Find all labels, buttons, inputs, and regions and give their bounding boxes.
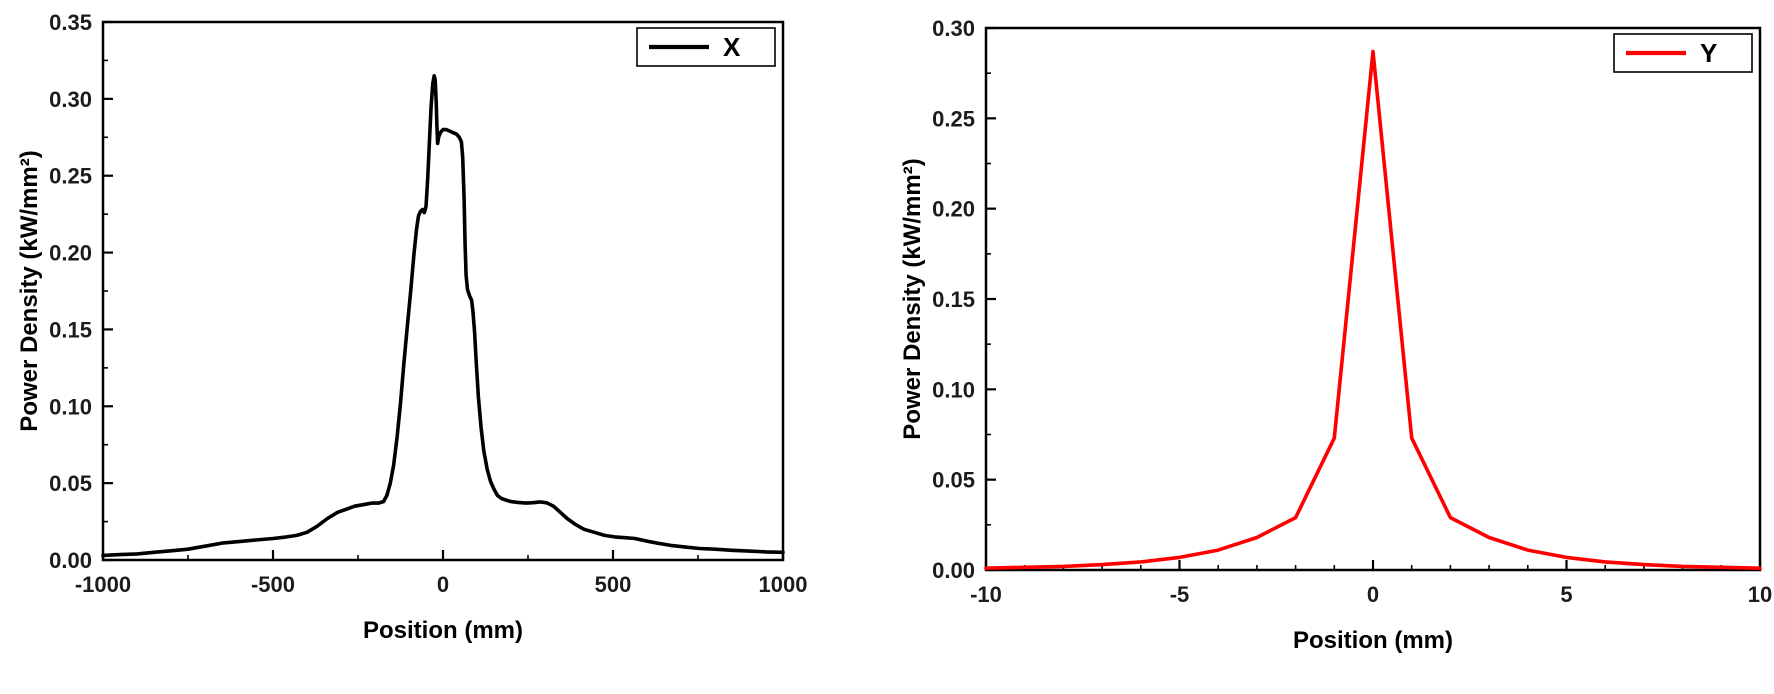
series-line-x	[101, 74, 785, 558]
y-tick-label: 0.10	[49, 394, 92, 419]
x-tick-label: 1000	[759, 572, 808, 597]
chart: -10 -5 0 5 10 0.00 0.05 0.10 0.15 0.20 0.25 0.30 Pos…	[874, 8, 1774, 685]
y-tick-label: 0.00	[49, 548, 92, 573]
legend-label: Y	[1700, 38, 1717, 68]
y-tick-label: 0.05	[932, 468, 975, 493]
x-tick-label: 10	[1748, 582, 1772, 607]
chart-y-svg: -10 -5 0 5 10 0.00 0.05 0.10 0.15 0.20 0.25 0.30 Pos…	[899, 16, 1772, 654]
x-tick-label: -10	[970, 582, 1002, 607]
y-axis-title: Power Density (kW/mm²)	[899, 158, 926, 439]
chart-x-svg: -1000 -500 0 500 1000 0.00 0.05 0.10 0.15 0.20 0.2…	[16, 10, 808, 644]
y-tick-label: 0.20	[49, 241, 92, 266]
legend-label: X	[723, 32, 741, 62]
x-axis-title: Position (mm)	[363, 617, 523, 644]
y-tick-label: 0.15	[49, 317, 92, 342]
y-tick-label: 0.20	[932, 197, 975, 222]
chart: -1000 -500 0 500 1000 0.00 0.05 0.10 0.15 0.20 0.2…	[8, 8, 818, 685]
y-tick-label: 0.15	[932, 287, 975, 312]
y-tick-label: 0.30	[932, 16, 975, 41]
x-tick-label: 5	[1560, 582, 1572, 607]
x-tick-label: 500	[595, 572, 632, 597]
y-tick-label: 0.00	[932, 558, 975, 583]
y-axis-title: Power Density (kW/mm²)	[16, 150, 43, 431]
y-tick-label: 0.35	[49, 10, 92, 35]
plot-frame	[984, 26, 1762, 572]
y-tick-label: 0.25	[932, 106, 975, 131]
y-tick-label: 0.30	[49, 87, 92, 112]
y-tick-label: 0.25	[49, 164, 92, 189]
y-tick-label: 0.10	[932, 377, 975, 402]
x-axis-title: Position (mm)	[1293, 627, 1453, 654]
plot-frame	[101, 20, 785, 562]
x-tick-label: -5	[1170, 582, 1190, 607]
x-tick-label: -500	[251, 572, 295, 597]
x-tick-label: 0	[1367, 582, 1379, 607]
series-line-y	[984, 49, 1762, 571]
x-tick-label: 0	[437, 572, 449, 597]
x-tick-label: -1000	[75, 572, 131, 597]
y-tick-label: 0.05	[49, 471, 92, 496]
